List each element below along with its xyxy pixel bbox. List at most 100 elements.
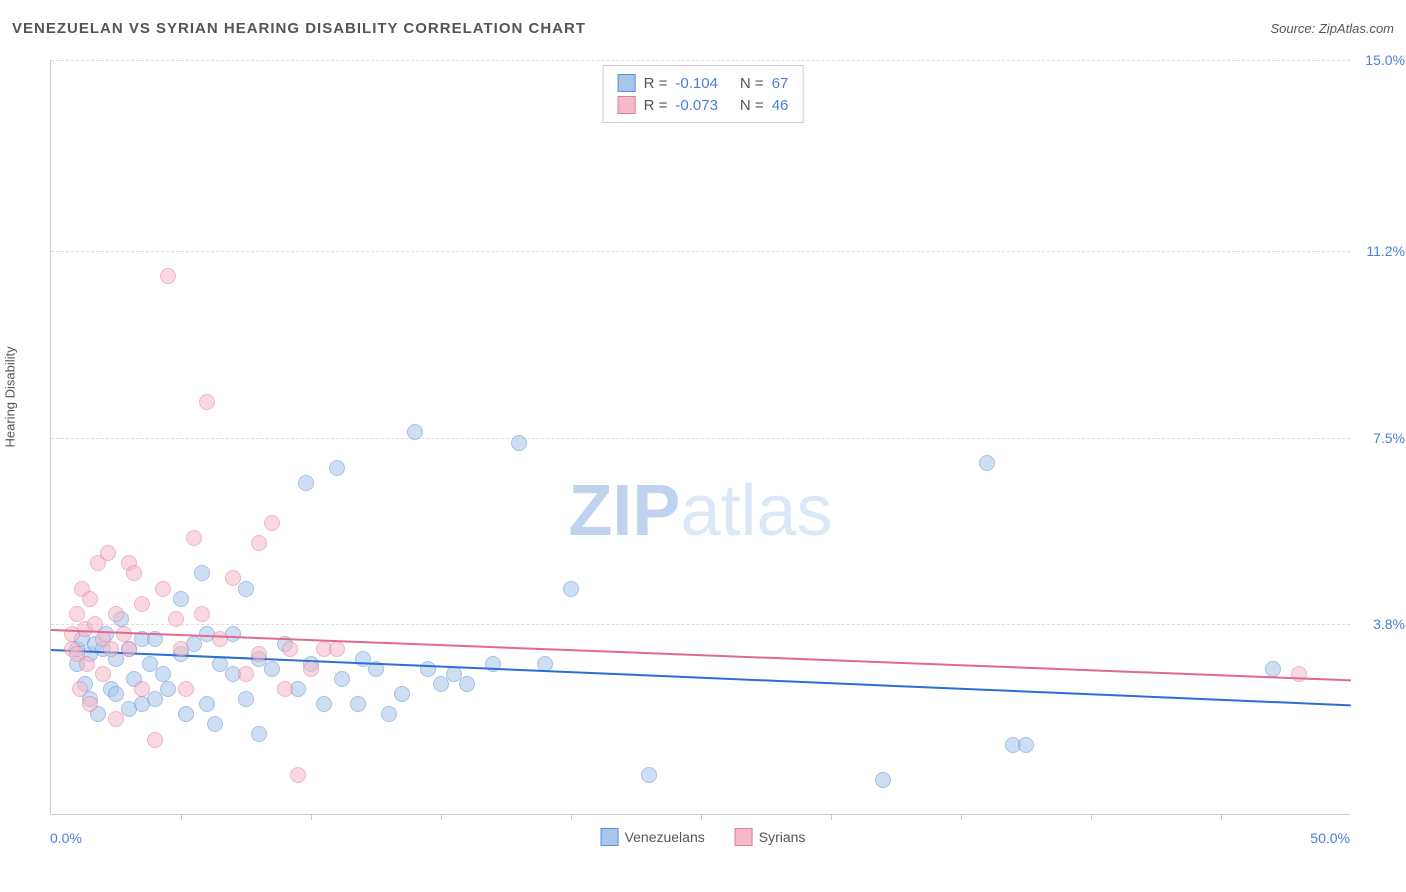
data-point [641,767,657,783]
data-point [1265,661,1281,677]
grid-line [51,251,1350,252]
data-point [186,530,202,546]
data-point [290,767,306,783]
data-point [334,671,350,687]
data-point [459,676,475,692]
x-tick [961,814,962,820]
data-point [178,681,194,697]
data-point [298,475,314,491]
source-attribution: Source: ZipAtlas.com [1270,21,1394,36]
series-legend-item: Syrians [735,828,806,846]
legend-row: R = -0.073N = 46 [618,94,789,116]
data-point [121,641,137,657]
data-point [277,681,293,697]
data-point [72,681,88,697]
legend-row: R = -0.104N = 67 [618,72,789,94]
data-point [225,570,241,586]
grid-line [51,60,1350,61]
data-point [875,772,891,788]
data-point [199,696,215,712]
data-point [329,460,345,476]
grid-line [51,624,1350,625]
data-point [173,641,189,657]
x-tick [571,814,572,820]
data-point [251,726,267,742]
data-point [155,581,171,597]
data-point [350,696,366,712]
data-point [126,565,142,581]
y-tick-label: 7.5% [1373,430,1405,446]
header: VENEZUELAN VS SYRIAN HEARING DISABILITY … [12,20,1394,37]
data-point [178,706,194,722]
legend-n-label: N = [740,97,764,114]
y-tick-label: 3.8% [1373,616,1405,632]
series-legend-label: Syrians [759,829,806,845]
x-tick [701,814,702,820]
data-point [264,661,280,677]
watermark-bold: ZIP [568,471,680,551]
series-legend-label: Venezuelans [625,829,705,845]
x-tick [181,814,182,820]
data-point [100,545,116,561]
data-point [95,666,111,682]
data-point [194,565,210,581]
x-axis-min-label: 0.0% [50,830,82,846]
data-point [147,732,163,748]
y-tick-label: 11.2% [1366,243,1405,259]
legend-n-label: N = [740,75,764,92]
data-point [238,666,254,682]
data-point [563,581,579,597]
data-point [194,606,210,622]
series-legend-item: Venezuelans [601,828,705,846]
data-point [316,696,332,712]
data-point [134,681,150,697]
data-point [82,591,98,607]
legend-swatch [618,96,636,114]
data-point [1018,737,1034,753]
data-point [108,711,124,727]
data-point [160,268,176,284]
data-point [69,606,85,622]
x-axis-max-label: 50.0% [1310,830,1350,846]
x-tick [311,814,312,820]
data-point [303,661,319,677]
grid-line [51,438,1350,439]
x-tick [1091,814,1092,820]
data-point [420,661,436,677]
data-point [251,535,267,551]
data-point [103,641,119,657]
data-point [87,616,103,632]
data-point [329,641,345,657]
data-point [282,641,298,657]
data-point [155,666,171,682]
data-point [1291,666,1307,682]
data-point [394,686,410,702]
data-point [134,596,150,612]
data-point [264,515,280,531]
watermark: ZIPatlas [568,470,832,552]
legend-swatch [618,74,636,92]
legend-r-label: R = [644,97,668,114]
x-tick [831,814,832,820]
legend-r-value: -0.104 [675,75,718,92]
data-point [108,606,124,622]
data-point [238,691,254,707]
correlation-legend: R = -0.104 N = 67 R = -0.073N = 46 [603,65,804,123]
data-point [381,706,397,722]
data-point [212,631,228,647]
data-point [199,394,215,410]
watermark-light: atlas [680,471,832,551]
data-point [511,435,527,451]
data-point [173,591,189,607]
x-tick [441,814,442,820]
legend-n-value: 67 [772,75,789,92]
data-point [160,681,176,697]
scatter-chart: ZIPatlas 3.8%7.5%11.2%15.0% [50,60,1350,815]
legend-swatch [735,828,753,846]
data-point [82,696,98,712]
legend-swatch [601,828,619,846]
data-point [79,656,95,672]
data-point [979,455,995,471]
chart-title: VENEZUELAN VS SYRIAN HEARING DISABILITY … [12,20,586,37]
series-legend: Venezuelans Syrians [601,828,806,846]
